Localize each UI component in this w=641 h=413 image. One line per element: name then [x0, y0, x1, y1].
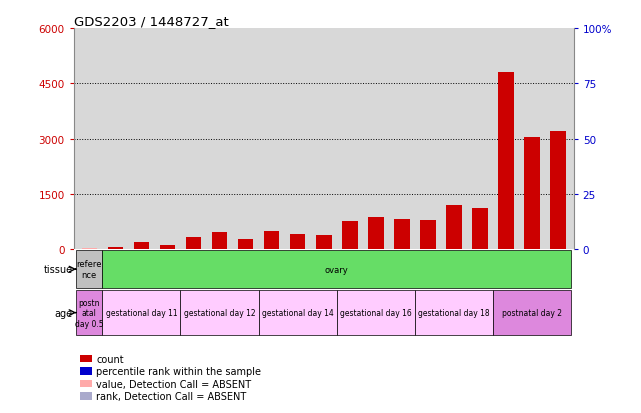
Bar: [420, 221, 436, 250]
Bar: [133, 242, 149, 250]
Bar: [258, 290, 337, 336]
Bar: [550, 132, 566, 250]
Bar: [342, 221, 358, 250]
Text: postnatal day 2: postnatal day 2: [502, 309, 562, 317]
Text: gestational day 16: gestational day 16: [340, 309, 412, 317]
Bar: [181, 290, 258, 336]
Bar: [337, 290, 415, 336]
Text: gestational day 14: gestational day 14: [262, 309, 333, 317]
Bar: [493, 290, 571, 336]
Bar: [415, 290, 493, 336]
Bar: [212, 232, 228, 250]
Bar: [264, 231, 279, 250]
Bar: [76, 290, 103, 336]
Bar: [81, 249, 97, 250]
Text: GDS2203 / 1448727_at: GDS2203 / 1448727_at: [74, 15, 228, 28]
Text: percentile rank within the sample: percentile rank within the sample: [96, 366, 261, 376]
Bar: [394, 220, 410, 250]
Bar: [76, 251, 103, 288]
Bar: [498, 73, 514, 250]
Text: gestational day 18: gestational day 18: [418, 309, 490, 317]
Bar: [108, 247, 123, 250]
Bar: [160, 245, 175, 250]
Text: gestational day 11: gestational day 11: [106, 309, 177, 317]
Bar: [238, 240, 253, 250]
Bar: [103, 290, 181, 336]
Bar: [446, 206, 462, 250]
Bar: [290, 235, 306, 250]
Bar: [524, 138, 540, 250]
Text: rank, Detection Call = ABSENT: rank, Detection Call = ABSENT: [96, 391, 246, 401]
Bar: [81, 248, 97, 250]
Bar: [472, 209, 488, 250]
Bar: [186, 237, 201, 250]
Text: age: age: [55, 308, 73, 318]
Text: value, Detection Call = ABSENT: value, Detection Call = ABSENT: [96, 379, 251, 389]
Bar: [316, 236, 331, 250]
Text: postn
atal
day 0.5: postn atal day 0.5: [75, 298, 104, 328]
Text: tissue: tissue: [44, 264, 73, 275]
Text: refere
nce: refere nce: [76, 260, 102, 279]
Text: count: count: [96, 354, 124, 364]
Bar: [368, 218, 383, 250]
Text: ovary: ovary: [325, 265, 349, 274]
Text: gestational day 12: gestational day 12: [184, 309, 255, 317]
